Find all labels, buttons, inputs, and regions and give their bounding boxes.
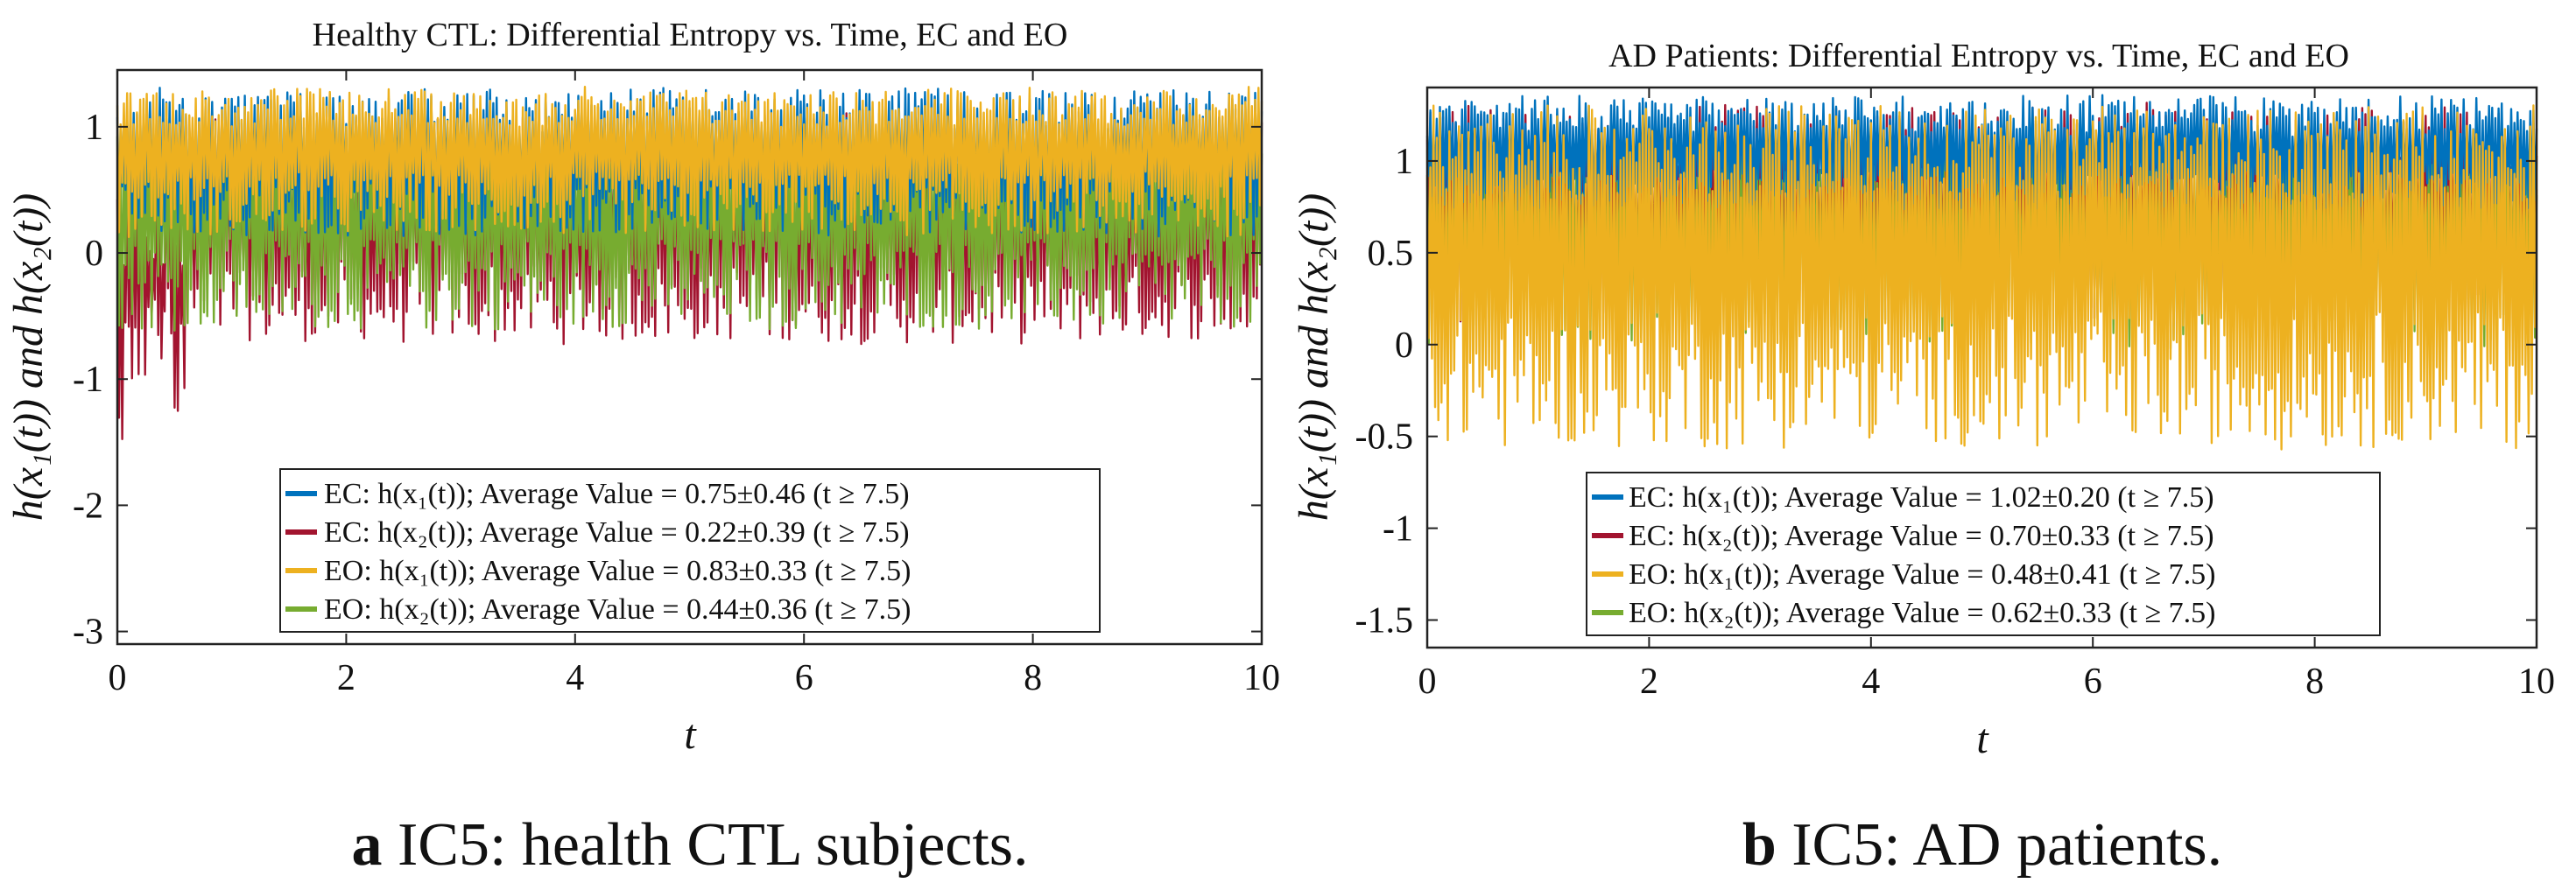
xtick-label: 0: [1418, 662, 1437, 702]
xtick-label: 8: [2305, 662, 2324, 702]
ytick-label: -1.5: [1355, 601, 1414, 641]
ytick-label: 1: [85, 108, 103, 148]
xtick-label: 2: [337, 658, 355, 698]
xtick-label: 10: [1243, 658, 1280, 698]
ytick-label: 0.5: [1368, 234, 1414, 274]
xtick-label: 2: [1640, 662, 1658, 702]
panel-b-ylabel: h(x₁(t)) and h(x₂(t)): [1291, 193, 1337, 522]
panel-b-caption: b IC5: AD patients.: [1742, 811, 2222, 879]
legend-entry: EO: h(x₂(t)); Average Value = 0.44±0.36 …: [324, 593, 911, 626]
xtick-label: 10: [2518, 662, 2555, 702]
panel-b-ticks: 0 2 4 6 8 10 -1.5 -1 -0.5 0 0.5 1: [1355, 88, 2555, 702]
panel-a-xlabel: t: [684, 711, 697, 758]
ytick-label: -1: [1383, 509, 1413, 550]
panel-a-ticks: 0 2 4 6 8 10 -3 -2 -1 0 1: [73, 70, 1280, 698]
legend-entry: EO: h(x₂(t)); Average Value = 0.62±0.33 …: [1629, 597, 2215, 629]
ytick-label: 1: [1395, 142, 1413, 182]
panel-a-legend: EC: h(x₁(t)); Average Value = 0.75±0.46 …: [279, 468, 1101, 633]
panel-a-axes-box: [116, 68, 1263, 646]
xtick-label: 4: [1862, 662, 1880, 702]
ytick-label: -3: [73, 613, 103, 653]
panel-a-caption-label: a: [351, 811, 382, 879]
series-line-2: [1425, 104, 2538, 451]
panel-b-xlabel: t: [1976, 716, 1989, 762]
xtick-label: 0: [109, 658, 127, 698]
panel-a-title: Healthy CTL: Differential Entropy vs. Ti…: [313, 17, 1068, 53]
panel-b-caption-label: b: [1742, 811, 1777, 879]
ytick-label: -1: [73, 360, 103, 400]
panel-b-chart: AD Patients: Differential Entropy vs. Ti…: [1291, 38, 2555, 879]
series-line-2: [116, 86, 1263, 238]
xtick-label: 6: [2084, 662, 2102, 702]
ytick-label: 0: [1395, 326, 1413, 366]
xtick-label: 6: [795, 658, 813, 698]
legend-entry: EC: h(x₁(t)); Average Value = 0.75±0.46 …: [324, 478, 910, 510]
legend-entry: EC: h(x₂(t)); Average Value = 0.70±0.33 …: [1629, 520, 2214, 552]
panel-a-caption-text: IC5: health CTL subjects.: [382, 811, 1028, 879]
panel-a-ylabel: h(x₁(t)) and h(x₂(t)): [5, 193, 52, 522]
xtick-label: 4: [566, 658, 584, 698]
legend-entry: EC: h(x₁(t)); Average Value = 1.02±0.20 …: [1629, 481, 2214, 514]
panel-a-caption: a IC5: health CTL subjects.: [351, 811, 1028, 879]
panel-a-series-group: [116, 86, 1263, 440]
legend-entry: EO: h(x₁(t)); Average Value = 0.48±0.41 …: [1629, 558, 2215, 591]
ytick-label: -0.5: [1355, 417, 1414, 458]
panel-b-axes-box: [1425, 86, 2538, 649]
ytick-label: -2: [73, 486, 103, 526]
xtick-label: 8: [1024, 658, 1042, 698]
panel-b-title: AD Patients: Differential Entropy vs. Ti…: [1608, 38, 2349, 74]
panel-a-chart: Healthy CTL: Differential Entropy vs. Ti…: [5, 17, 1280, 879]
ytick-label: 0: [85, 234, 103, 274]
panel-b-legend: EC: h(x₁(t)); Average Value = 1.02±0.20 …: [1586, 472, 2381, 636]
panel-b-series-group: [1425, 94, 2538, 451]
legend-entry: EC: h(x₂(t)); Average Value = 0.22±0.39 …: [324, 516, 910, 549]
legend-entry: EO: h(x₁(t)); Average Value = 0.83±0.33 …: [324, 555, 911, 587]
panel-b-caption-text: IC5: AD patients.: [1777, 811, 2222, 879]
